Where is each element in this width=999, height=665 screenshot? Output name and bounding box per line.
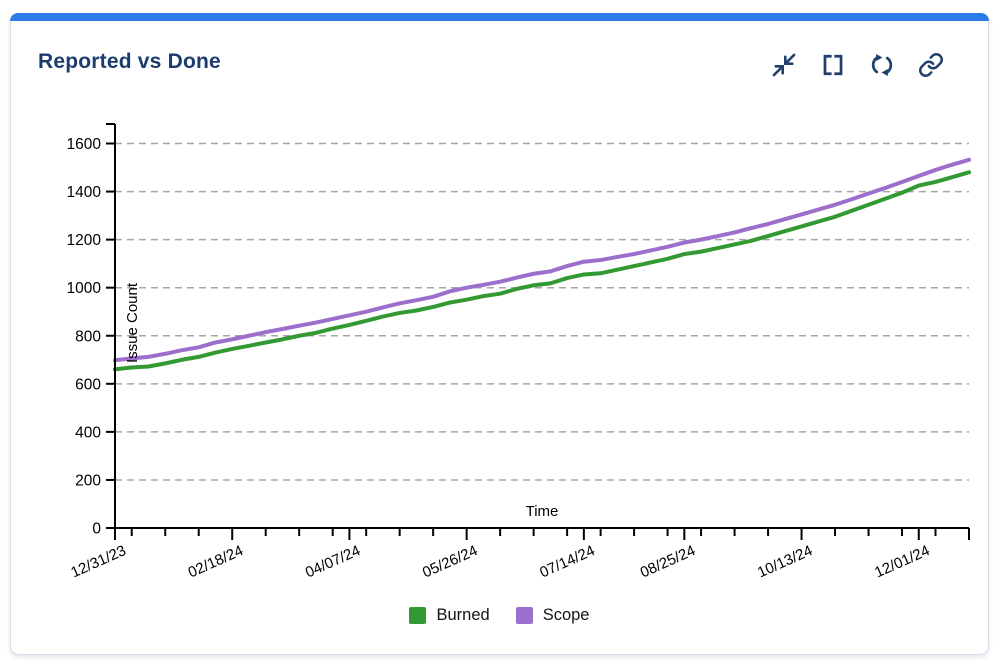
svg-text:Time: Time <box>526 503 559 520</box>
card-toolbar <box>771 51 946 79</box>
refresh-icon <box>869 52 897 78</box>
legend-item-scope[interactable]: Scope <box>515 606 590 625</box>
link-button[interactable] <box>918 51 946 79</box>
card-title: Reported vs Done <box>38 50 221 73</box>
chart-legend: Burned Scope <box>11 606 988 625</box>
y-axis: 0 200 400 600 800 1000 1200 1400 1600 Issue Count <box>67 123 141 538</box>
svg-text:04/07/24: 04/07/24 <box>303 542 363 581</box>
fullscreen-button[interactable] <box>820 51 848 79</box>
series-lines <box>113 157 971 372</box>
chart-canvas[interactable]: 0 200 400 600 800 1000 1200 1400 1600 Issue Count… <box>11 99 988 599</box>
svg-text:200: 200 <box>75 472 101 489</box>
link-icon <box>918 52 946 78</box>
grid-lines <box>115 142 969 481</box>
legend-label-scope: Scope <box>542 606 590 624</box>
legend-swatch-scope <box>515 607 533 624</box>
svg-text:12/01/24: 12/01/24 <box>872 542 932 581</box>
svg-text:1400: 1400 <box>67 184 102 201</box>
svg-text:10/13/24: 10/13/24 <box>755 542 815 581</box>
svg-text:400: 400 <box>75 424 101 441</box>
compress-button[interactable] <box>771 51 799 79</box>
svg-text:1000: 1000 <box>67 280 102 297</box>
x-axis: 12/31/23 02/18/24 04/07/24 05/26/24 07/14/24… <box>68 503 970 581</box>
svg-text:05/26/24: 05/26/24 <box>420 542 480 581</box>
card-accent-bar <box>10 13 989 21</box>
svg-text:0: 0 <box>92 521 101 538</box>
svg-text:800: 800 <box>75 328 101 345</box>
legend-item-burned[interactable]: Burned <box>409 606 490 625</box>
fullscreen-icon <box>820 52 848 78</box>
svg-text:Issue Count: Issue Count <box>124 282 141 363</box>
svg-text:12/31/23: 12/31/23 <box>68 542 128 581</box>
card-header: Reported vs Done <box>38 50 958 79</box>
refresh-button[interactable] <box>869 51 897 79</box>
series-line-scope <box>113 157 971 363</box>
svg-text:1200: 1200 <box>67 232 102 249</box>
svg-text:1600: 1600 <box>67 136 102 153</box>
svg-text:600: 600 <box>75 376 101 393</box>
chart-card: Reported vs Done <box>10 13 989 655</box>
legend-label-burned: Burned <box>436 606 490 624</box>
svg-text:07/14/24: 07/14/24 <box>537 542 597 581</box>
series-line-burned <box>113 170 971 372</box>
compress-icon <box>771 52 799 78</box>
svg-text:08/25/24: 08/25/24 <box>638 542 698 581</box>
svg-text:02/18/24: 02/18/24 <box>186 542 246 581</box>
legend-swatch-burned <box>409 607 427 624</box>
